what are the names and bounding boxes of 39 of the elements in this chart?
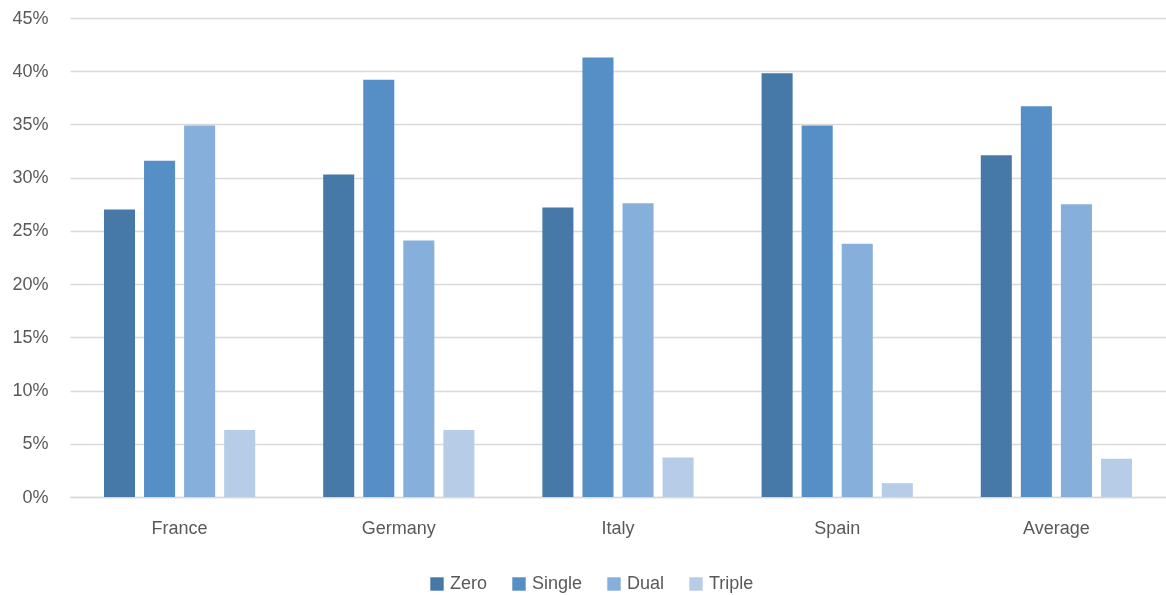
x-tick-label: Spain — [814, 517, 861, 538]
y-tick-label: 25% — [12, 220, 49, 241]
x-tick-label: Italy — [601, 517, 635, 538]
y-tick-label: 35% — [12, 113, 49, 134]
y-tick-label: 45% — [12, 7, 49, 28]
bar — [1020, 106, 1052, 497]
bar — [224, 429, 256, 497]
bar — [841, 243, 873, 497]
bar — [622, 203, 654, 497]
bar — [144, 160, 176, 497]
x-tick-label: Average — [1023, 517, 1090, 538]
bar — [1060, 204, 1092, 497]
y-tick-label: 10% — [12, 380, 49, 401]
bar — [582, 57, 614, 497]
legend-label: Dual — [627, 573, 665, 593]
bar — [403, 240, 435, 497]
x-tick-label: Germany — [361, 517, 436, 538]
legend-label: Single — [532, 573, 583, 593]
bar — [881, 483, 913, 497]
bar — [1100, 458, 1133, 497]
bar — [980, 155, 1012, 497]
bar — [103, 209, 136, 497]
y-tick-label: 0% — [22, 486, 49, 507]
bar — [761, 73, 793, 497]
y-tick-label: 15% — [12, 326, 49, 347]
bar — [662, 457, 694, 497]
y-tick-label: 20% — [12, 273, 49, 294]
bar — [184, 125, 216, 497]
legend-label: Triple — [709, 573, 754, 593]
bar — [323, 174, 355, 497]
bar — [542, 207, 574, 497]
bar — [443, 429, 475, 497]
legend-label: Zero — [450, 573, 488, 593]
bar — [801, 125, 833, 497]
x-tick-label: France — [151, 517, 208, 538]
y-tick-label: 40% — [12, 60, 49, 81]
bar — [363, 79, 395, 497]
y-tick-label: 5% — [22, 433, 49, 454]
y-tick-label: 30% — [12, 167, 49, 188]
